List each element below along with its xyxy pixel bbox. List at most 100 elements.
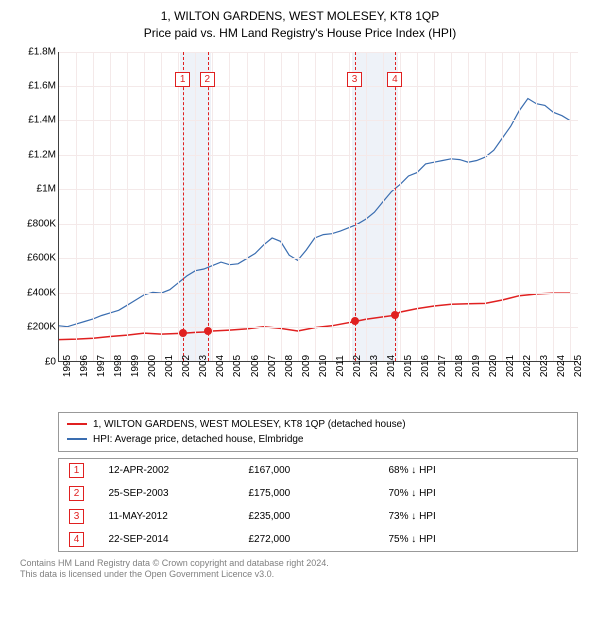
x-tick-label: 1999 xyxy=(130,354,141,376)
grid-line-v xyxy=(383,52,384,361)
grid-line-v xyxy=(468,52,469,361)
sale-idx-box: 3 xyxy=(69,509,84,524)
sale-price: £167,000 xyxy=(239,458,379,482)
x-tick-label: 2004 xyxy=(215,354,226,376)
x-tick-label: 2015 xyxy=(403,354,414,376)
sale-idx-box: 2 xyxy=(69,486,84,501)
x-tick-label: 2025 xyxy=(573,354,584,376)
footer-line-2: This data is licensed under the Open Gov… xyxy=(20,569,580,581)
sale-price: £272,000 xyxy=(239,528,379,552)
sale-dot xyxy=(391,311,399,319)
chart-container: 1, WILTON GARDENS, WEST MOLESEY, KT8 1QP… xyxy=(0,0,600,589)
y-tick-label: £400K xyxy=(12,287,56,298)
x-tick-label: 2016 xyxy=(420,354,431,376)
grid-line-h xyxy=(59,327,578,328)
line-svg xyxy=(59,52,578,361)
x-tick-label: 2021 xyxy=(505,354,516,376)
legend-row-hpi: HPI: Average price, detached house, Elmb… xyxy=(67,432,569,447)
sale-price: £235,000 xyxy=(239,505,379,528)
sale-marker-box: 4 xyxy=(387,72,402,87)
legend: 1, WILTON GARDENS, WEST MOLESEY, KT8 1QP… xyxy=(58,412,578,452)
y-tick-label: £0 xyxy=(12,356,56,367)
x-tick-label: 2022 xyxy=(522,354,533,376)
x-tick-label: 2005 xyxy=(232,354,243,376)
grid-line-h xyxy=(59,258,578,259)
sale-dot xyxy=(179,329,187,337)
grid-line-v xyxy=(229,52,230,361)
grid-line-h xyxy=(59,293,578,294)
table-row: 3 11-MAY-2012£235,00073% ↓ HPI xyxy=(59,505,578,528)
grid-line-v xyxy=(315,52,316,361)
grid-line-v xyxy=(247,52,248,361)
grid-line-v xyxy=(553,52,554,361)
grid-line-v xyxy=(485,52,486,361)
legend-swatch-hpi xyxy=(67,438,87,440)
sale-dash-line xyxy=(355,52,356,361)
x-tick-label: 1997 xyxy=(96,354,107,376)
grid-line-v xyxy=(451,52,452,361)
table-row: 4 22-SEP-2014£272,00075% ↓ HPI xyxy=(59,528,578,552)
sale-date: 11-MAY-2012 xyxy=(99,505,239,528)
x-tick-label: 1996 xyxy=(79,354,90,376)
x-tick-label: 2007 xyxy=(267,354,278,376)
sale-delta: 68% ↓ HPI xyxy=(379,458,578,482)
x-tick-label: 2014 xyxy=(386,354,397,376)
grid-line-v xyxy=(93,52,94,361)
legend-label-hpi: HPI: Average price, detached house, Elmb… xyxy=(93,432,304,447)
x-tick-label: 1995 xyxy=(62,354,73,376)
table-row: 225-SEP-2003£175,00070% ↓ HPI xyxy=(59,482,578,505)
sale-marker-box: 1 xyxy=(175,72,190,87)
grid-line-v xyxy=(195,52,196,361)
grid-line-v xyxy=(417,52,418,361)
grid-line-h xyxy=(59,189,578,190)
grid-line-v xyxy=(178,52,179,361)
grid-line-v xyxy=(349,52,350,361)
sale-dot xyxy=(204,327,212,335)
footer-note: Contains HM Land Registry data © Crown c… xyxy=(20,558,580,581)
grid-line-h xyxy=(59,224,578,225)
grid-line-v xyxy=(76,52,77,361)
grid-line-v xyxy=(536,52,537,361)
grid-line-v xyxy=(332,52,333,361)
sale-idx-box: 1 xyxy=(69,463,84,478)
sale-date: 25-SEP-2003 xyxy=(99,482,239,505)
y-tick-label: £1.6M xyxy=(12,81,56,92)
x-tick-label: 2008 xyxy=(284,354,295,376)
y-tick-label: £1.2M xyxy=(12,149,56,160)
x-tick-label: 2023 xyxy=(539,354,550,376)
grid-line-v xyxy=(264,52,265,361)
plot-area: 12 3 4 xyxy=(58,52,578,362)
y-tick-label: £1.4M xyxy=(12,115,56,126)
x-tick-label: 2012 xyxy=(352,354,363,376)
legend-label-property: 1, WILTON GARDENS, WEST MOLESEY, KT8 1QP… xyxy=(93,417,406,432)
grid-line-v xyxy=(366,52,367,361)
grid-line-v xyxy=(298,52,299,361)
sale-idx-box: 4 xyxy=(69,532,84,547)
x-tick-label: 2011 xyxy=(335,355,346,377)
x-tick-label: 2024 xyxy=(556,354,567,376)
x-tick-label: 2009 xyxy=(301,354,312,376)
title-line-1: 1, WILTON GARDENS, WEST MOLESEY, KT8 1QP xyxy=(10,8,590,25)
sale-price: £175,000 xyxy=(239,482,379,505)
sale-dash-line xyxy=(208,52,209,361)
footer-line-1: Contains HM Land Registry data © Crown c… xyxy=(20,558,580,570)
grid-line-v xyxy=(570,52,571,361)
grid-line-v xyxy=(161,52,162,361)
grid-line-v xyxy=(281,52,282,361)
sale-delta: 75% ↓ HPI xyxy=(379,528,578,552)
x-tick-label: 2006 xyxy=(250,354,261,376)
grid-line-v xyxy=(144,52,145,361)
x-tick-label: 2020 xyxy=(488,354,499,376)
sales-table: 1 12-APR-2002£167,00068% ↓ HPI 2 25-SEP-200… xyxy=(58,458,578,552)
sale-marker-box: 3 xyxy=(347,72,362,87)
y-tick-label: £600K xyxy=(12,253,56,264)
y-tick-label: £800K xyxy=(12,218,56,229)
grid-line-v xyxy=(502,52,503,361)
grid-line-h xyxy=(59,86,578,87)
sale-marker-box: 2 xyxy=(200,72,215,87)
x-tick-label: 2003 xyxy=(198,354,209,376)
sale-date: 12-APR-2002 xyxy=(99,458,239,482)
sale-delta: 73% ↓ HPI xyxy=(379,505,578,528)
sale-date: 22-SEP-2014 xyxy=(99,528,239,552)
x-tick-label: 2018 xyxy=(454,354,465,376)
